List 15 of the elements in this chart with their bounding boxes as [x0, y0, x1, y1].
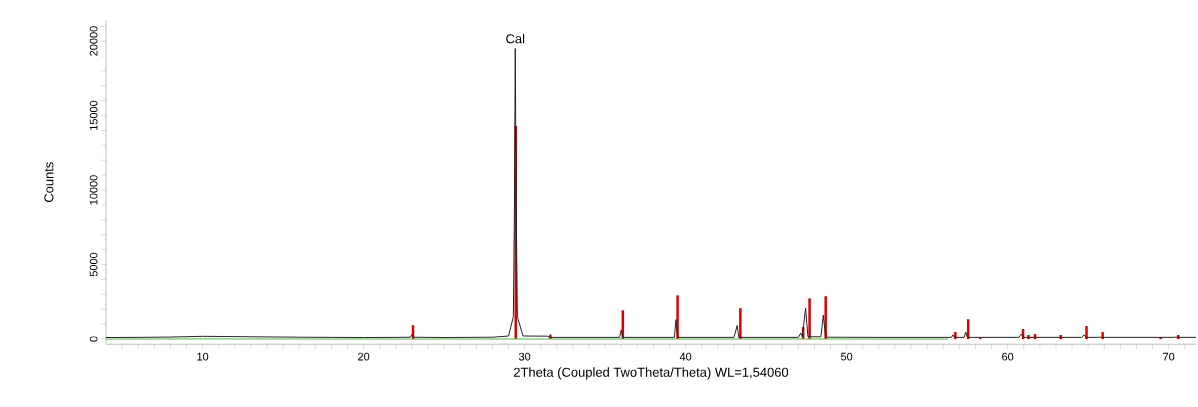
y-axis-title: Counts	[44, 162, 54, 203]
y-tick-label: 0	[89, 336, 98, 342]
x-axis-title: 2Theta (Coupled TwoTheta/Theta) WL=1,54060	[513, 367, 789, 380]
x-tick-label: 70	[1163, 352, 1175, 361]
y-tick-label: 20000	[89, 26, 98, 56]
x-tick-label: 20	[358, 352, 370, 361]
x-tick-label: 30	[518, 352, 531, 361]
annotation: Cal	[506, 33, 525, 44]
x-tick-label: 60	[1002, 352, 1014, 361]
x-tick-label: 10	[197, 352, 209, 361]
y-tick-label: 5000	[89, 252, 98, 277]
y-tick-label: 15000	[89, 100, 98, 130]
x-tick-label: 50	[840, 352, 853, 361]
y-tick-label: 10000	[89, 175, 98, 205]
x-tick-label: 40	[679, 352, 692, 361]
